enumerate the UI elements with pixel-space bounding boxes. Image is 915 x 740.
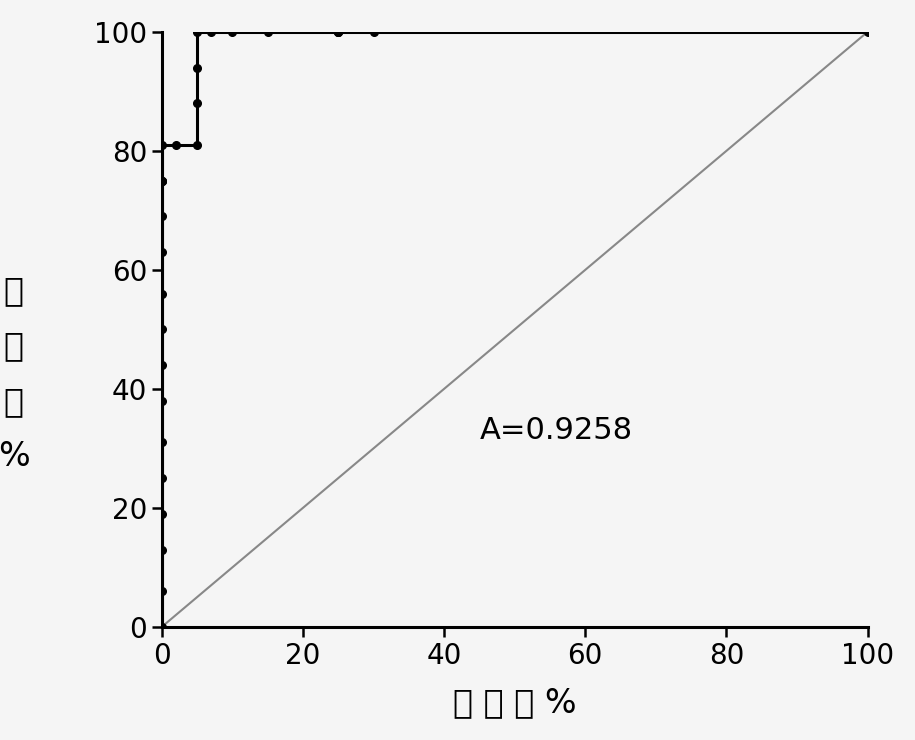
Text: 度: 度 <box>4 385 24 418</box>
Text: %: % <box>0 440 29 474</box>
Text: 敏: 敏 <box>4 274 24 307</box>
Text: A=0.9258: A=0.9258 <box>479 416 632 445</box>
Text: 感: 感 <box>4 329 24 363</box>
X-axis label: 特 异 度 %: 特 异 度 % <box>453 686 576 719</box>
